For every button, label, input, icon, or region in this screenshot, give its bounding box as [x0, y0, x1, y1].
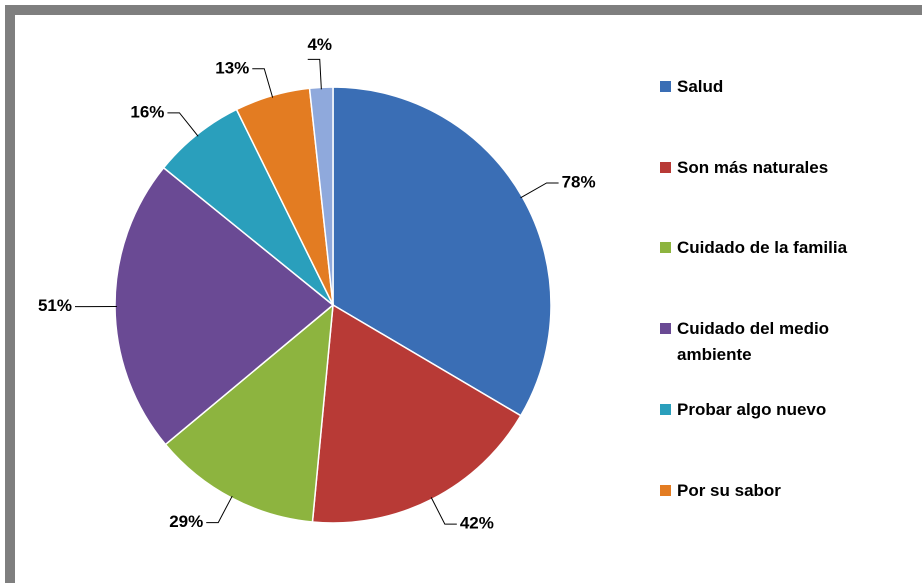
leader-line — [252, 68, 274, 98]
legend-swatch — [660, 323, 671, 334]
leader-line — [206, 495, 233, 524]
leader-line — [167, 112, 199, 137]
data-label: 4% — [307, 35, 332, 54]
legend-swatch — [660, 162, 671, 173]
legend-item: Cuidado de la familia — [660, 235, 885, 261]
data-label: 16% — [130, 102, 164, 121]
legend-item: Cuidado del medio ambiente — [660, 316, 885, 368]
legend-label: Probar algo nuevo — [677, 400, 827, 419]
data-label: 51% — [38, 296, 72, 315]
legend-item: Son más naturales — [660, 155, 885, 181]
legend-item: Probar algo nuevo — [660, 397, 885, 423]
legend-item: Por su sabor — [660, 478, 885, 504]
frame — [5, 5, 15, 583]
legend-swatch — [660, 242, 671, 253]
legend-swatch — [660, 485, 671, 496]
data-label: 29% — [169, 512, 203, 531]
leader-line — [430, 497, 457, 525]
data-label: 78% — [562, 172, 596, 191]
legend-label: Salud — [677, 77, 724, 96]
data-label: 42% — [460, 514, 494, 533]
legend-item: Salud — [660, 74, 885, 100]
legend-label: Son más naturales — [677, 158, 829, 177]
frame — [5, 5, 922, 15]
data-label: 13% — [215, 58, 249, 77]
legend-swatch — [660, 404, 671, 415]
leader-line — [520, 182, 559, 199]
leader-line — [307, 58, 322, 90]
legend-label: Cuidado de la familia — [677, 238, 848, 257]
legend-swatch — [660, 81, 671, 92]
legend-label: Por su sabor — [677, 481, 781, 500]
legend-label: Cuidado del medio ambiente — [677, 319, 830, 364]
